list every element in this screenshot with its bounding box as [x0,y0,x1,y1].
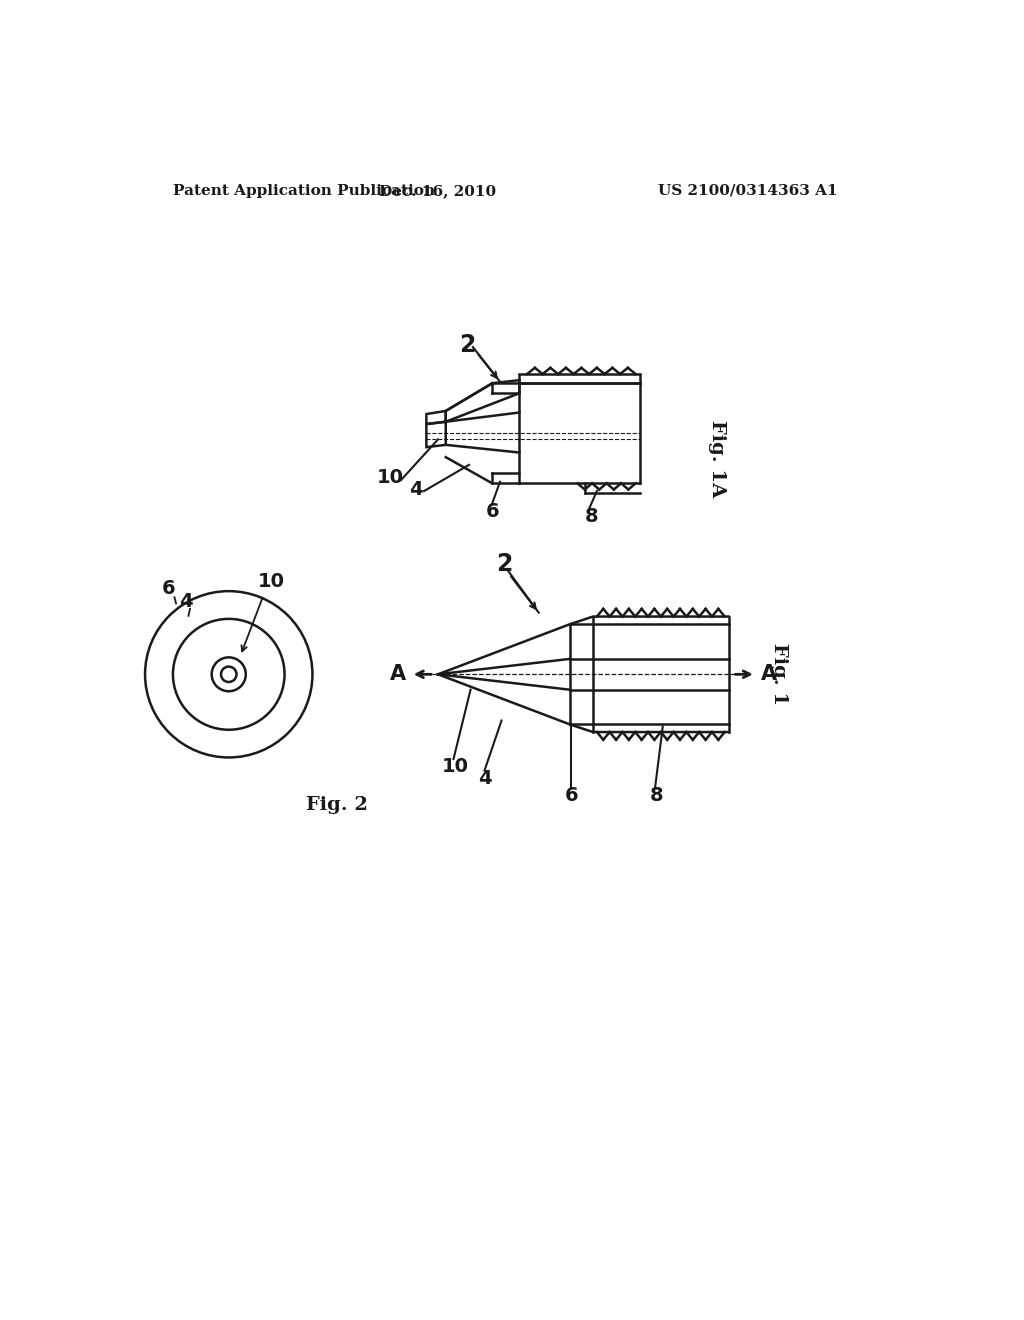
Text: A: A [390,664,406,684]
Text: 2: 2 [459,333,475,356]
PathPatch shape [493,473,519,483]
Text: 8: 8 [650,787,664,805]
Text: 2: 2 [496,552,512,577]
Text: 10: 10 [258,573,285,591]
Text: Patent Application Publication: Patent Application Publication [173,183,435,198]
PathPatch shape [445,380,519,422]
PathPatch shape [493,383,519,393]
Text: Fig. 1: Fig. 1 [770,643,788,705]
Text: Fig. 1A: Fig. 1A [708,420,726,498]
PathPatch shape [438,624,569,675]
Text: 8: 8 [585,507,598,525]
Text: 4: 4 [179,591,193,611]
PathPatch shape [445,445,493,483]
Text: 6: 6 [162,578,175,598]
PathPatch shape [438,675,569,725]
Text: US 2100/0314363 A1: US 2100/0314363 A1 [658,183,838,198]
PathPatch shape [445,383,493,422]
Text: 6: 6 [485,502,499,520]
Text: 10: 10 [377,469,403,487]
Text: 4: 4 [477,768,492,788]
Text: A: A [761,664,777,684]
Text: 4: 4 [410,480,423,499]
Text: 6: 6 [564,787,579,805]
Text: Dec. 16, 2010: Dec. 16, 2010 [380,183,497,198]
Text: 10: 10 [441,758,469,776]
Text: Fig. 2: Fig. 2 [306,796,369,814]
PathPatch shape [586,483,640,494]
